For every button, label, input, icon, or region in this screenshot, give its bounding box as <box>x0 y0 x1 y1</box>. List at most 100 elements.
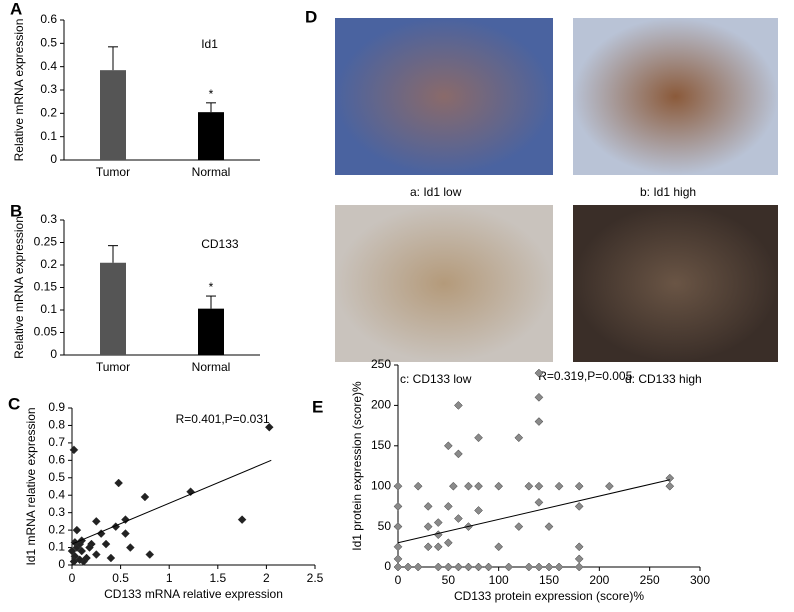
point <box>67 546 77 556</box>
x-tick-label: 0 <box>69 571 76 585</box>
micrograph <box>335 205 553 362</box>
y-tick-label: 0 <box>50 152 57 166</box>
point <box>393 542 403 552</box>
point <box>393 522 403 531</box>
point <box>474 433 483 443</box>
micrograph <box>573 18 778 175</box>
point <box>433 518 443 527</box>
annotation: * <box>209 87 214 101</box>
x-tick-label: 0 <box>395 573 402 587</box>
point <box>443 502 453 511</box>
bar <box>100 70 126 160</box>
panel-label: D <box>305 7 317 26</box>
point <box>393 481 403 491</box>
x-tick-label: 0.5 <box>112 571 129 585</box>
y-tick-label: 0 <box>58 557 65 571</box>
bar <box>198 112 224 160</box>
point <box>423 522 433 531</box>
y-tick-label: 0.25 <box>34 235 58 249</box>
caption: d: CD133 high <box>625 372 702 386</box>
panel-label: A <box>10 0 22 18</box>
point <box>665 473 675 483</box>
trendline <box>71 459 272 545</box>
point <box>433 562 443 572</box>
y-tick-label: 0 <box>50 347 57 361</box>
point <box>423 502 433 511</box>
point <box>534 392 544 402</box>
y-tick-label: 150 <box>371 438 391 452</box>
x-tick-label: Normal <box>192 360 231 374</box>
point <box>125 543 135 552</box>
y-tick-label: 0.2 <box>48 522 65 536</box>
point <box>101 539 111 549</box>
point <box>574 562 584 572</box>
x-tick-label: 1.5 <box>209 571 226 585</box>
chart-title: Id1 <box>201 37 218 51</box>
point <box>443 562 453 572</box>
x-axis-label: CD133 protein expression (score)% <box>454 589 644 603</box>
point <box>91 517 101 526</box>
point <box>413 562 423 572</box>
bar <box>198 308 224 355</box>
point <box>534 498 544 507</box>
y-tick-label: 0.15 <box>34 280 58 294</box>
point <box>534 368 544 378</box>
point <box>433 530 443 540</box>
point <box>443 441 453 451</box>
point <box>393 562 403 572</box>
point <box>524 562 534 572</box>
x-axis-label: CD133 mRNA relative expression <box>104 587 283 601</box>
point <box>264 422 274 432</box>
y-tick-label: 0.2 <box>40 257 57 271</box>
point <box>605 481 614 491</box>
y-tick-label: 0.7 <box>48 435 65 449</box>
point <box>554 481 564 491</box>
panel-d: D a: Id1 low b: Id1 high c: CD133 low d:… <box>305 7 778 386</box>
point <box>574 502 584 511</box>
point <box>145 550 155 559</box>
x-tick-label: 2.5 <box>307 571 324 585</box>
point <box>474 506 483 515</box>
x-tick-label: 100 <box>489 573 509 587</box>
point <box>665 481 675 491</box>
point <box>75 555 85 565</box>
y-tick-label: 0.1 <box>40 129 57 143</box>
point <box>413 481 423 491</box>
point <box>544 562 554 572</box>
y-tick-label: 0.1 <box>48 540 65 554</box>
point <box>114 478 124 488</box>
point <box>554 562 564 572</box>
point <box>443 538 453 548</box>
point <box>454 562 463 572</box>
point <box>474 481 483 491</box>
point <box>237 515 247 524</box>
y-tick-label: 0.9 <box>48 400 65 414</box>
x-tick-label: 250 <box>640 573 660 587</box>
y-tick-label: 0.5 <box>40 36 57 50</box>
point <box>574 542 584 552</box>
trendline <box>397 479 670 544</box>
point <box>403 562 413 572</box>
point <box>534 417 544 426</box>
bar <box>100 262 126 355</box>
point <box>464 481 473 491</box>
x-tick-label: Tumor <box>96 360 130 374</box>
chart-title: CD133 <box>201 237 239 251</box>
y-axis-label: Relative mRNA expression <box>12 216 26 359</box>
point <box>449 481 458 491</box>
y-tick-label: 0 <box>384 559 391 573</box>
point <box>121 515 130 524</box>
panel-label: C <box>8 394 20 413</box>
x-tick-label: Normal <box>192 165 231 179</box>
point <box>524 481 534 491</box>
caption: c: CD133 low <box>400 372 472 386</box>
y-tick-label: 100 <box>371 478 391 492</box>
y-tick-label: 0.3 <box>40 212 57 226</box>
micrograph <box>335 18 553 175</box>
x-tick-label: 150 <box>539 573 559 587</box>
y-tick-label: 0.6 <box>48 453 65 467</box>
point <box>494 481 504 491</box>
point <box>433 542 443 552</box>
y-tick-label: 0.2 <box>40 106 57 120</box>
y-tick-label: 0.1 <box>40 302 57 316</box>
